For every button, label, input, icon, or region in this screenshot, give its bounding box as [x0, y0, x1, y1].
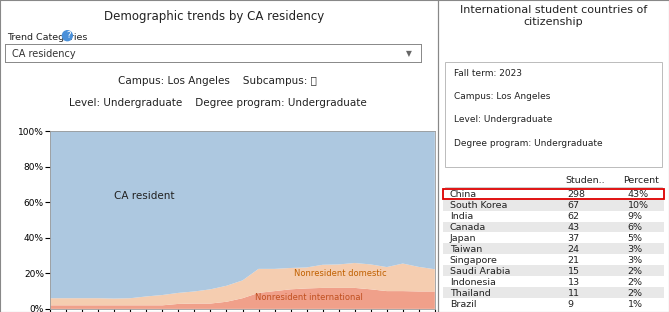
Text: 9%: 9%	[628, 212, 642, 221]
Text: 6%: 6%	[628, 223, 642, 232]
Text: CA resident: CA resident	[114, 191, 175, 201]
Text: India: India	[450, 212, 473, 221]
Text: 10%: 10%	[628, 201, 648, 210]
FancyBboxPatch shape	[443, 222, 664, 232]
Text: Indonesia: Indonesia	[450, 278, 496, 287]
Text: International student countries of
citizenship: International student countries of citiz…	[460, 5, 647, 27]
Text: 2%: 2%	[628, 267, 642, 276]
Text: Brazil: Brazil	[450, 300, 476, 309]
Text: Japan: Japan	[450, 234, 476, 243]
Text: Saudi Arabia: Saudi Arabia	[450, 267, 510, 276]
Text: 43: 43	[567, 223, 579, 232]
Text: 5%: 5%	[628, 234, 642, 243]
Text: Degree program: Undergraduate: Degree program: Undergraduate	[454, 139, 603, 148]
Text: 2%: 2%	[628, 278, 642, 287]
Text: Singapore: Singapore	[450, 256, 498, 265]
FancyBboxPatch shape	[443, 265, 664, 276]
Text: China: China	[450, 190, 477, 199]
Text: Level: Undergraduate: Level: Undergraduate	[454, 115, 553, 124]
Text: South Korea: South Korea	[450, 201, 507, 210]
Text: 62: 62	[567, 212, 579, 221]
Text: 11: 11	[567, 289, 579, 298]
Text: 21: 21	[567, 256, 579, 265]
Text: 15: 15	[567, 267, 579, 276]
Text: Canada: Canada	[450, 223, 486, 232]
Text: Nonresident domestic: Nonresident domestic	[294, 269, 387, 278]
Text: 24: 24	[567, 245, 579, 254]
Text: 298: 298	[567, 190, 585, 199]
Text: Percent: Percent	[623, 176, 659, 185]
Text: 3%: 3%	[628, 245, 643, 254]
Text: 9: 9	[567, 300, 573, 309]
Text: Level: Undergraduate    Degree program: Undergraduate: Level: Undergraduate Degree program: Und…	[68, 98, 367, 108]
Text: 1%: 1%	[628, 300, 642, 309]
Text: 37: 37	[567, 234, 579, 243]
Text: 3%: 3%	[628, 256, 643, 265]
Text: Campus: Los Angeles: Campus: Los Angeles	[454, 92, 551, 101]
FancyBboxPatch shape	[443, 243, 664, 254]
FancyBboxPatch shape	[443, 189, 664, 199]
Text: Trend Categories: Trend Categories	[7, 33, 87, 42]
FancyBboxPatch shape	[445, 62, 662, 167]
Text: 13: 13	[567, 278, 579, 287]
Text: ?: ?	[64, 31, 71, 40]
Text: ▼: ▼	[407, 49, 412, 58]
Text: 43%: 43%	[628, 190, 648, 199]
FancyBboxPatch shape	[443, 287, 664, 298]
Text: Demographic trends by CA residency: Demographic trends by CA residency	[104, 10, 324, 23]
Text: Thailand: Thailand	[450, 289, 490, 298]
Text: Fall term: 2023: Fall term: 2023	[454, 69, 522, 78]
Text: 67: 67	[567, 201, 579, 210]
Text: Nonresident international: Nonresident international	[256, 293, 363, 302]
Text: Taiwan: Taiwan	[450, 245, 482, 254]
Text: 2%: 2%	[628, 289, 642, 298]
Text: CA residency: CA residency	[11, 49, 75, 59]
Text: Studen..: Studen..	[565, 176, 605, 185]
Text: Campus: Los Angeles    Subcampus: 无: Campus: Los Angeles Subcampus: 无	[118, 76, 317, 86]
FancyBboxPatch shape	[443, 200, 664, 211]
